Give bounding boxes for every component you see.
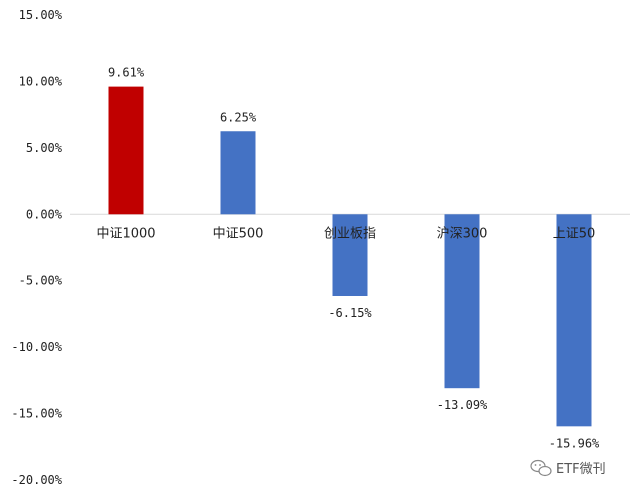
category-label: 上证50 [553, 226, 596, 241]
bar-2 [332, 214, 368, 296]
bar-0 [108, 86, 144, 215]
y-tick-label: -5.00% [19, 274, 63, 288]
data-label: -13.09% [437, 398, 488, 412]
wechat-icon [530, 459, 552, 477]
bar-3 [444, 214, 480, 389]
y-tick-label: 0.00% [26, 207, 63, 221]
y-tick-label: 10.00% [19, 74, 63, 88]
y-tick-label: -20.00% [11, 473, 62, 487]
y-tick-label: -15.00% [11, 407, 62, 421]
watermark-text: ETF微刊 [556, 462, 606, 477]
y-tick-label: -10.00% [11, 340, 62, 354]
category-label: 沪深300 [437, 225, 488, 241]
category-label: 中证500 [213, 226, 264, 241]
watermark: ETF微刊 [530, 459, 606, 477]
y-axis: 15.00% 10.00% 5.00% 0.00% -5.00% -10.00% -15.0… [11, 8, 62, 487]
bar-4 [556, 214, 592, 427]
category-label: 中证1000 [96, 226, 155, 241]
y-tick-label: 15.00% [19, 8, 63, 22]
category-labels: 中证1000 中证500 创业板指 沪深300 上证50 [96, 225, 595, 241]
data-label: -15.96% [549, 436, 600, 450]
data-label: 9.61% [108, 66, 145, 80]
bars [108, 86, 592, 427]
bar-1 [220, 131, 256, 215]
category-label: 创业板指 [324, 226, 376, 241]
data-label: -6.15% [328, 306, 372, 320]
data-labels: 9.61% 6.25% -6.15% -13.09% -15.96% [108, 66, 600, 451]
data-label: 6.25% [220, 110, 257, 124]
y-tick-label: 5.00% [26, 141, 63, 155]
